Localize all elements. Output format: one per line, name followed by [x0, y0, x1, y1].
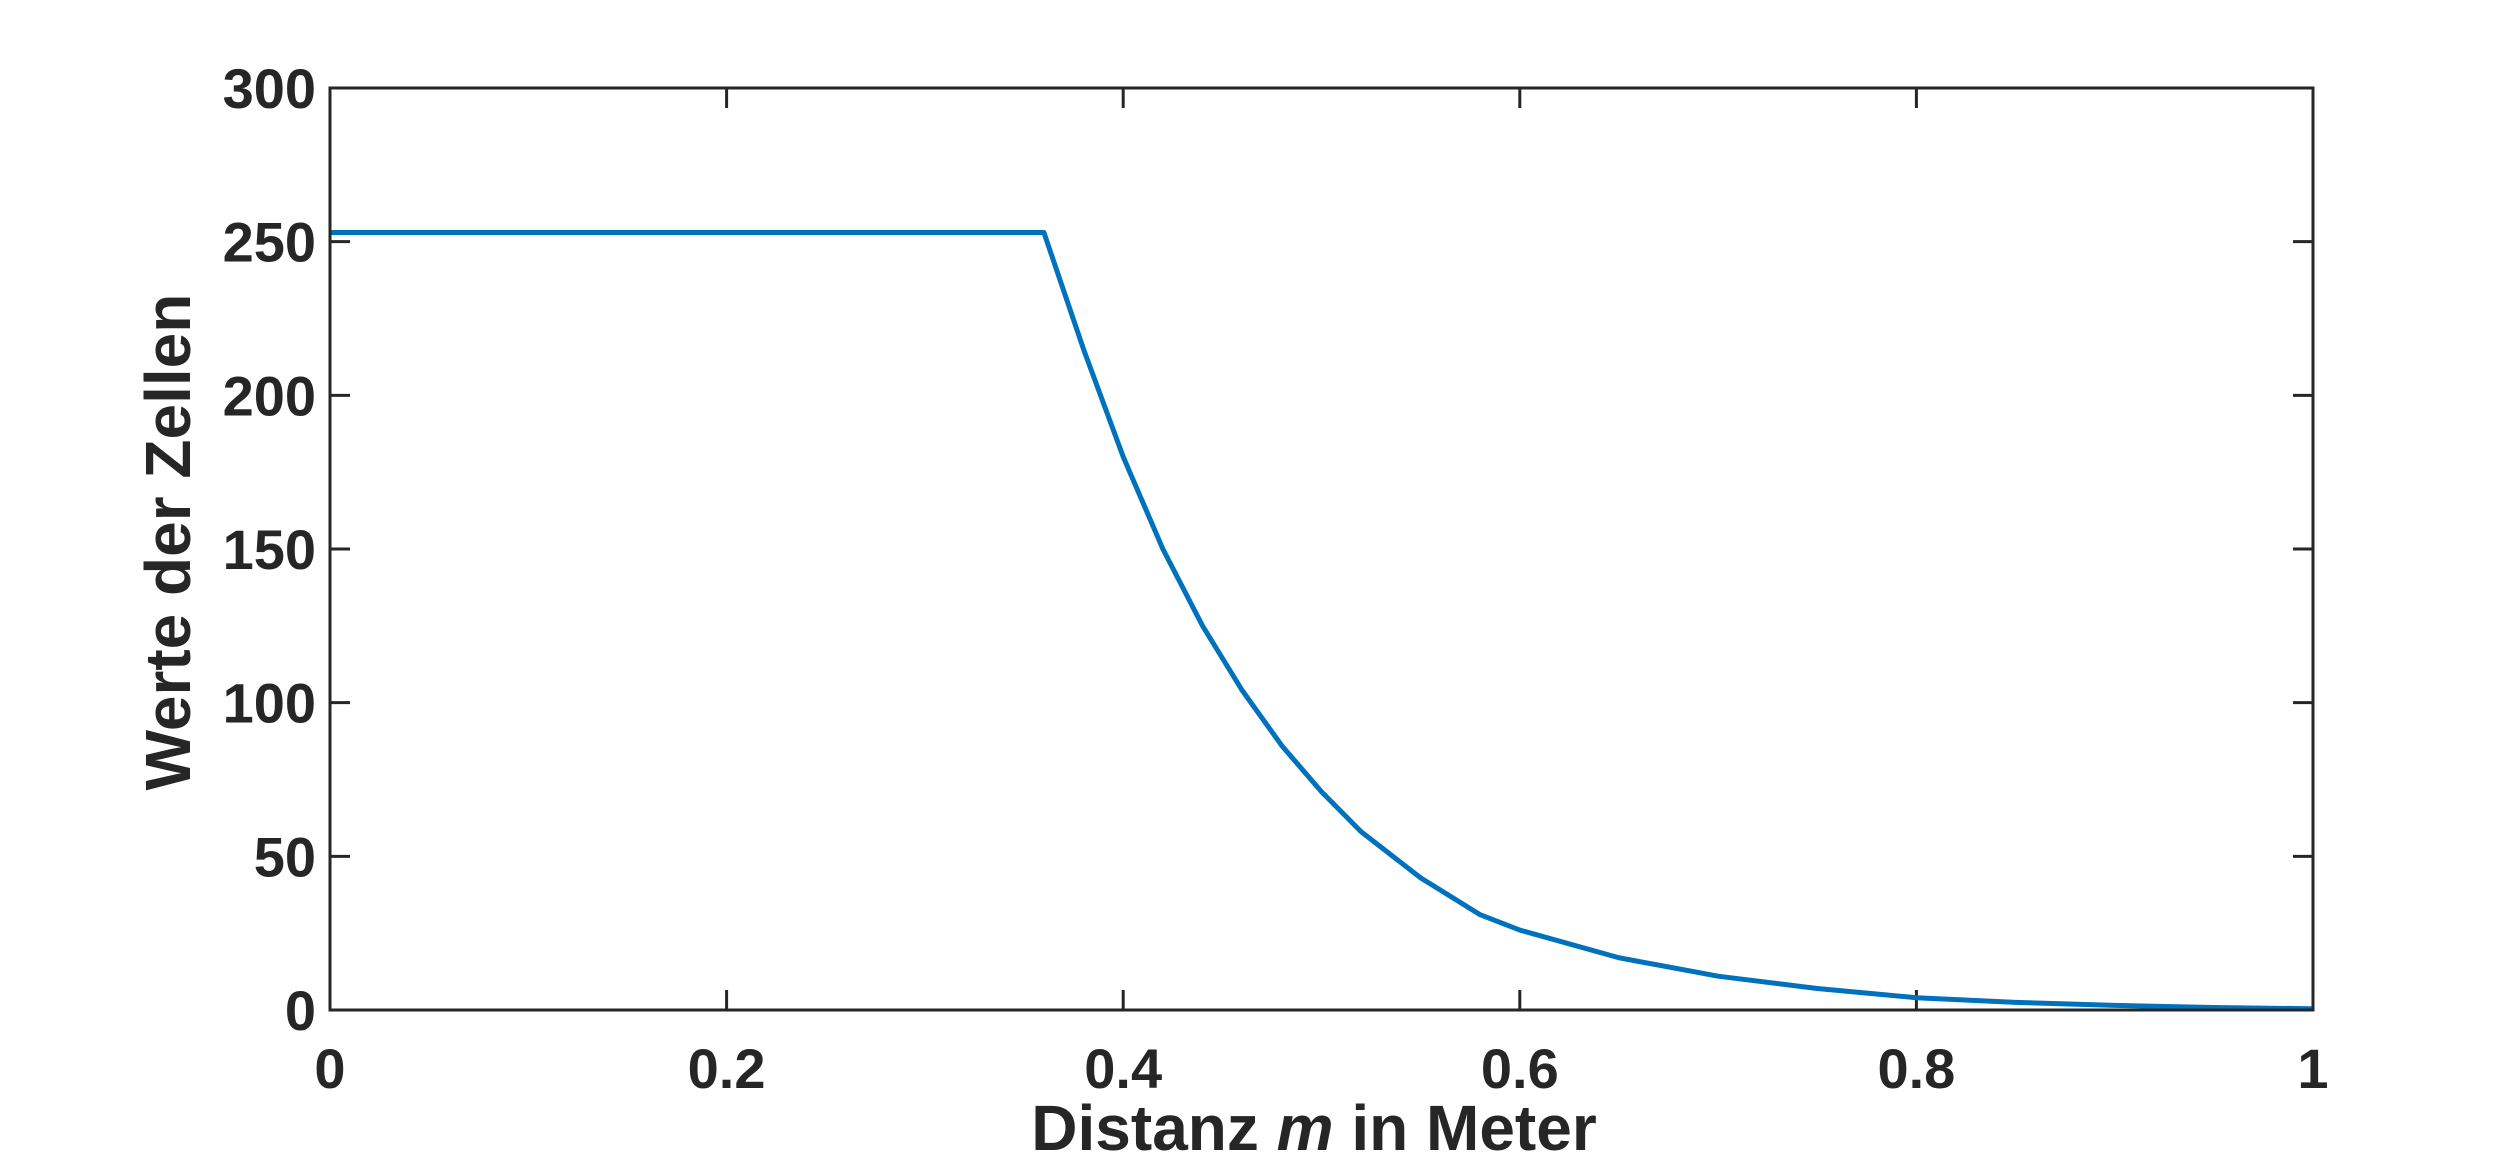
y-tick-label: 50 — [254, 825, 316, 888]
y-tick-label: 250 — [223, 211, 316, 274]
y-tick-label: 150 — [223, 518, 316, 581]
x-tick-label: 0 — [314, 1037, 345, 1100]
x-axis-title-variable: m — [1277, 1092, 1334, 1164]
x-tick-label: 0.4 — [1084, 1037, 1162, 1100]
plot-frame — [328, 86, 2315, 1012]
series-group — [330, 229, 2314, 1012]
x-axis-ticks: 0 0.2 0.4 0.6 0.8 1 — [314, 88, 2329, 1100]
x-axis-title-part-2: in Meter — [1351, 1092, 1596, 1164]
y-axis-title: Werte der Zellen — [132, 294, 204, 791]
x-axis-title: Distanz m in Meter — [1031, 1092, 1596, 1164]
x-tick-label: 0.8 — [1877, 1037, 1955, 1100]
y-tick-label: 100 — [223, 672, 316, 735]
y-tick-label: 0 — [285, 979, 316, 1042]
x-tick-label: 0.6 — [1481, 1037, 1559, 1100]
x-tick-label: 1 — [2297, 1037, 2328, 1100]
y-axis-ticks: 0 50 100 150 200 250 300 — [223, 57, 2313, 1042]
y-tick-label: 200 — [223, 364, 316, 427]
y-tick-label: 300 — [223, 57, 316, 120]
series-line — [330, 229, 2314, 1012]
x-tick-label: 0.2 — [688, 1037, 766, 1100]
x-axis-title-part-1: Distanz — [1031, 1092, 1276, 1164]
